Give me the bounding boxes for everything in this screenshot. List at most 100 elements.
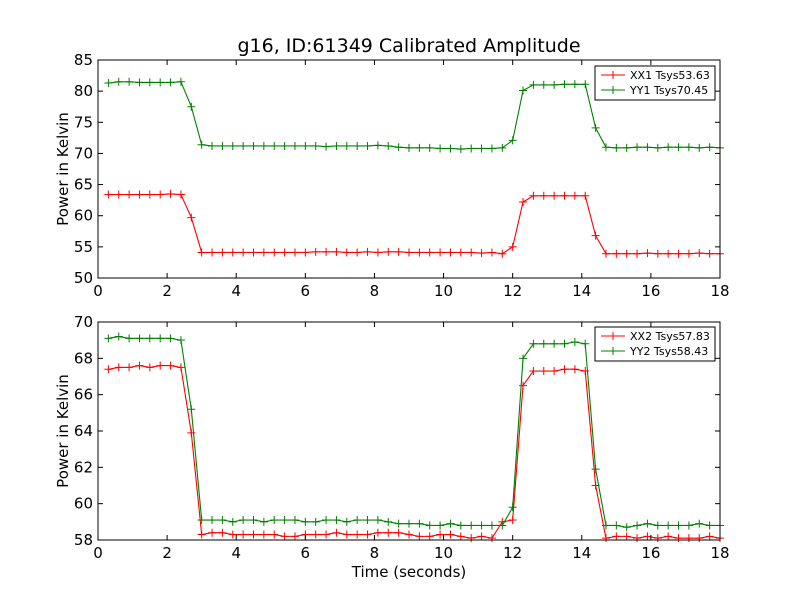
data-point xyxy=(176,363,185,372)
data-point xyxy=(363,141,372,150)
data-point xyxy=(519,198,528,207)
data-point xyxy=(539,339,548,348)
data-point xyxy=(197,516,206,525)
data-point xyxy=(384,141,393,150)
series-line-1 xyxy=(108,365,721,539)
data-point xyxy=(270,530,279,539)
data-point xyxy=(228,530,237,539)
data-point xyxy=(653,521,662,530)
data-point xyxy=(529,367,538,376)
data-point xyxy=(591,123,600,132)
data-point xyxy=(674,249,683,258)
data-point xyxy=(280,532,289,541)
data-point xyxy=(290,248,299,257)
x-tick-label: 0 xyxy=(93,544,103,562)
data-point xyxy=(612,532,621,541)
data-point xyxy=(487,144,496,153)
data-point xyxy=(695,519,704,528)
x-tick-label: 8 xyxy=(370,282,380,300)
data-point xyxy=(322,516,331,525)
x-tick-label: 4 xyxy=(231,544,241,562)
data-point xyxy=(456,145,465,154)
data-point xyxy=(508,136,517,145)
data-point xyxy=(290,141,299,150)
data-point xyxy=(415,143,424,152)
data-point xyxy=(653,249,662,258)
data-point xyxy=(477,521,486,530)
data-point xyxy=(560,339,569,348)
data-point xyxy=(477,249,486,258)
data-point xyxy=(684,521,693,530)
x-tick-label: 10 xyxy=(434,282,453,300)
data-point xyxy=(653,534,662,543)
data-point xyxy=(591,231,600,240)
data-point xyxy=(280,248,289,257)
data-point xyxy=(550,339,559,348)
x-tick-label: 12 xyxy=(503,544,522,562)
data-point xyxy=(622,532,631,541)
data-point xyxy=(394,519,403,528)
data-point xyxy=(166,78,175,87)
y-tick-label: 66 xyxy=(74,386,93,404)
data-point xyxy=(705,249,714,258)
data-point xyxy=(529,339,538,348)
data-point xyxy=(104,365,113,374)
data-point xyxy=(239,248,248,257)
data-point xyxy=(560,80,569,89)
data-point xyxy=(114,77,123,86)
legend-swatch-marker xyxy=(609,332,617,340)
data-point xyxy=(570,337,579,346)
data-point xyxy=(539,367,548,376)
data-point xyxy=(125,77,134,86)
data-point xyxy=(218,516,227,525)
y-tick-label: 58 xyxy=(74,531,93,549)
data-point xyxy=(114,332,123,341)
data-point xyxy=(353,248,362,257)
y-tick-label: 70 xyxy=(74,313,93,331)
data-point xyxy=(601,143,610,152)
data-point xyxy=(373,516,382,525)
data-point xyxy=(187,213,196,222)
y-tick-label: 50 xyxy=(74,269,93,287)
data-point xyxy=(415,532,424,541)
data-point xyxy=(601,521,610,530)
data-point xyxy=(467,248,476,257)
data-point xyxy=(208,141,217,150)
data-point xyxy=(477,144,486,153)
data-point xyxy=(405,530,413,539)
data-point xyxy=(425,521,434,530)
data-point xyxy=(508,516,517,525)
data-point xyxy=(156,334,165,343)
data-point xyxy=(187,405,196,414)
data-point xyxy=(612,521,621,530)
data-point xyxy=(633,143,642,152)
y-tick-label: 62 xyxy=(74,458,93,476)
data-point xyxy=(539,80,548,89)
x-tick-label: 6 xyxy=(301,282,311,300)
data-point xyxy=(239,516,248,525)
data-point xyxy=(197,530,206,539)
data-point xyxy=(633,521,642,530)
data-point xyxy=(601,534,610,543)
data-point xyxy=(342,530,351,539)
data-point xyxy=(239,530,248,539)
legend-box xyxy=(594,326,716,362)
data-point xyxy=(394,143,403,152)
data-point xyxy=(581,80,590,89)
x-tick-label: 4 xyxy=(231,282,241,300)
data-point xyxy=(695,534,704,543)
series-line-1 xyxy=(108,193,720,255)
data-point xyxy=(342,248,351,257)
data-point xyxy=(249,248,258,257)
data-point xyxy=(498,249,507,258)
data-point xyxy=(612,249,621,258)
data-point xyxy=(125,190,134,199)
data-point xyxy=(570,191,579,200)
data-point xyxy=(197,140,206,149)
data-point xyxy=(104,190,113,199)
data-point xyxy=(270,248,279,257)
data-point xyxy=(332,528,341,537)
legend-swatch-marker xyxy=(609,86,617,94)
x-tick-label: 14 xyxy=(572,282,591,300)
